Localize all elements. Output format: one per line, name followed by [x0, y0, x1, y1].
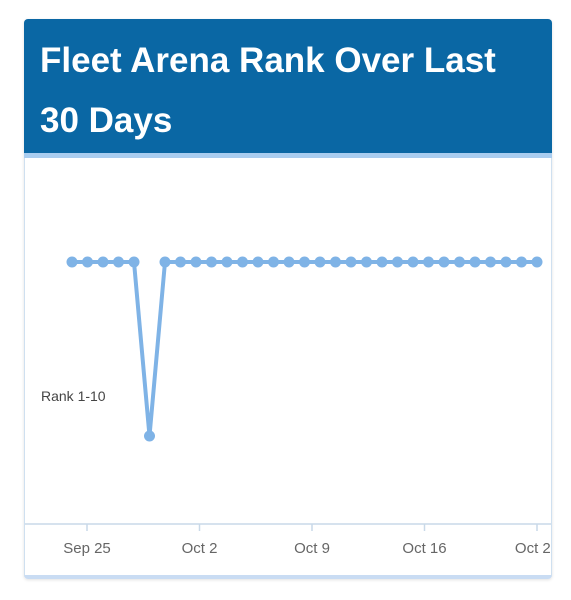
rank-chart-card: Fleet Arena Rank Over Last 30 Days Sep 2… [24, 19, 552, 579]
data-point [361, 256, 372, 268]
data-point [531, 256, 543, 268]
y-band-label: Rank 1-10 [41, 388, 106, 404]
x-tick-label: Sep 25 [63, 540, 111, 557]
data-point [299, 256, 310, 268]
data-point [252, 256, 264, 268]
rank-line-chart: Sep 25 Oct 2 Oct 9 Oct 16 Oct 24 [25, 256, 551, 557]
data-point [159, 256, 171, 268]
data-point [97, 256, 109, 268]
data-point [516, 256, 527, 268]
data-point [407, 256, 419, 268]
data-point [237, 256, 248, 268]
data-point [175, 256, 186, 268]
data-point [438, 256, 450, 268]
data-point [314, 256, 326, 268]
x-tick-label: Oct 2 [182, 540, 218, 557]
data-point [128, 256, 140, 268]
series-line [70, 260, 539, 438]
data-point [283, 256, 295, 268]
data-point [221, 256, 233, 268]
data-point [144, 430, 155, 442]
chart-area: Sep 25 Oct 2 Oct 9 Oct 16 Oct 24 Rank 1-10 [24, 158, 552, 579]
data-point [82, 256, 93, 268]
data-point [392, 256, 403, 268]
data-point [330, 256, 341, 268]
data-point [113, 256, 124, 268]
data-point [345, 256, 357, 268]
data-point [485, 256, 496, 268]
data-point [206, 256, 217, 268]
data-point [454, 256, 465, 268]
card-title: Fleet Arena Rank Over Last 30 Days [40, 41, 496, 140]
x-tick-label: Oct 9 [294, 540, 330, 557]
x-tick-label: Oct 16 [402, 540, 446, 557]
data-point [268, 256, 279, 268]
card-header: Fleet Arena Rank Over Last 30 Days [24, 19, 552, 158]
x-tick-label: Oct 24 [515, 540, 551, 557]
data-point [376, 256, 388, 268]
data-point [190, 256, 202, 268]
data-point [66, 256, 78, 268]
data-point [469, 256, 481, 268]
data-point [423, 256, 434, 268]
data-point [500, 256, 512, 268]
